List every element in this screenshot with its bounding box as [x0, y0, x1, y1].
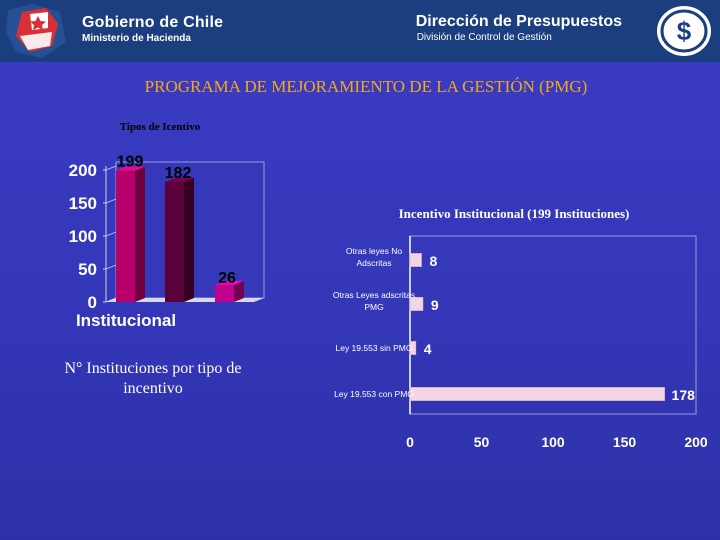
hbar-chart-data-label: 9	[431, 297, 439, 313]
left-chart-caption: N° Instituciones por tipo de incentivo	[64, 360, 242, 397]
hbar-chart-category-label: Otras leyes No Adscritas	[346, 246, 402, 268]
svg-text:$: $	[677, 16, 692, 46]
bar-chart-data-label: 199	[117, 154, 144, 171]
hbar-chart-bar	[409, 253, 422, 267]
hbar-chart-x-tick-label: 100	[541, 434, 565, 450]
hbar-chart-x-tick-label: 150	[613, 434, 637, 450]
bar-chart-data-label: 26	[218, 270, 236, 287]
bar-chart-bar-top	[116, 166, 145, 171]
dipres-title: Dirección de Presupuestos	[415, 13, 622, 30]
bar-chart-y-tick-label: 200	[69, 161, 97, 180]
hbar-chart-x-tick-label: 200	[684, 434, 708, 450]
bar-chart-data-label: 182	[165, 165, 192, 182]
bar-chart-bar	[165, 181, 184, 302]
bar-chart-y-tick-label: 0	[88, 293, 97, 312]
hbar-chart-bar	[409, 341, 417, 355]
hbar-chart-data-label: 8	[429, 253, 437, 269]
hbar-chart-x-tick-label: 0	[406, 434, 414, 450]
hbar-chart-category-label: Otras Leyes adscritas PMG	[333, 290, 415, 312]
bar-chart-y-tick-label: 150	[69, 194, 97, 213]
header-bar: Gobierno de Chile Ministerio de Hacienda…	[0, 0, 720, 62]
division-subtitle: División de Control de Gestión	[416, 32, 552, 43]
hbar-chart-title: Incentivo Institucional (199 Institucion…	[399, 206, 630, 221]
dipres-seal-icon: $	[657, 6, 711, 56]
hbar-chart-bar	[409, 387, 665, 401]
hbar-chart-category-label: Ley 19.553 con PMG	[334, 389, 414, 399]
hbar-chart-bar	[409, 297, 424, 311]
bar-chart-bar	[116, 170, 135, 302]
bar-chart-bar-top	[165, 177, 194, 182]
bar-chart-bar-side	[135, 166, 145, 302]
bar-chart-bar	[215, 284, 234, 302]
chile-flag-star-icon	[6, 4, 66, 58]
bar-chart-y-tick-diag	[105, 297, 117, 303]
bar-chart-y-tick-label: 100	[69, 227, 97, 246]
ministerio-subtitle: Ministerio de Hacienda	[82, 33, 191, 44]
bar-chart-y-tick-diag	[105, 198, 117, 204]
bar-chart-bar-top	[215, 280, 244, 285]
bar-chart-title: Tipos de Icentivo	[120, 121, 201, 133]
bar-chart-x-axis-label: Institucional	[76, 311, 176, 330]
hbar-chart-x-tick-label: 50	[474, 434, 490, 450]
bar-chart-y-tick-label: 50	[78, 260, 97, 279]
hbar-chart-data-label: 178	[672, 387, 696, 403]
bar-chart-y-tick-diag	[105, 231, 117, 237]
bar-chart-y-tick-diag	[105, 264, 117, 270]
bar-chart-bar-side	[234, 280, 244, 302]
bar-chart-y-tick-diag	[105, 165, 117, 171]
page-title: PROGRAMA DE MEJORAMIENTO DE LA GESTIÓN (…	[144, 77, 588, 96]
hbar-chart-category-label: Ley 19.553 sin PMG	[335, 343, 412, 353]
gobierno-title: Gobierno de Chile	[82, 14, 224, 31]
institutional-incentive-hbar-chart: Incentivo Institucional (199 Institucion…	[333, 206, 708, 450]
hbar-chart-data-label: 4	[424, 341, 432, 357]
bar-chart-bar-side	[184, 177, 194, 302]
